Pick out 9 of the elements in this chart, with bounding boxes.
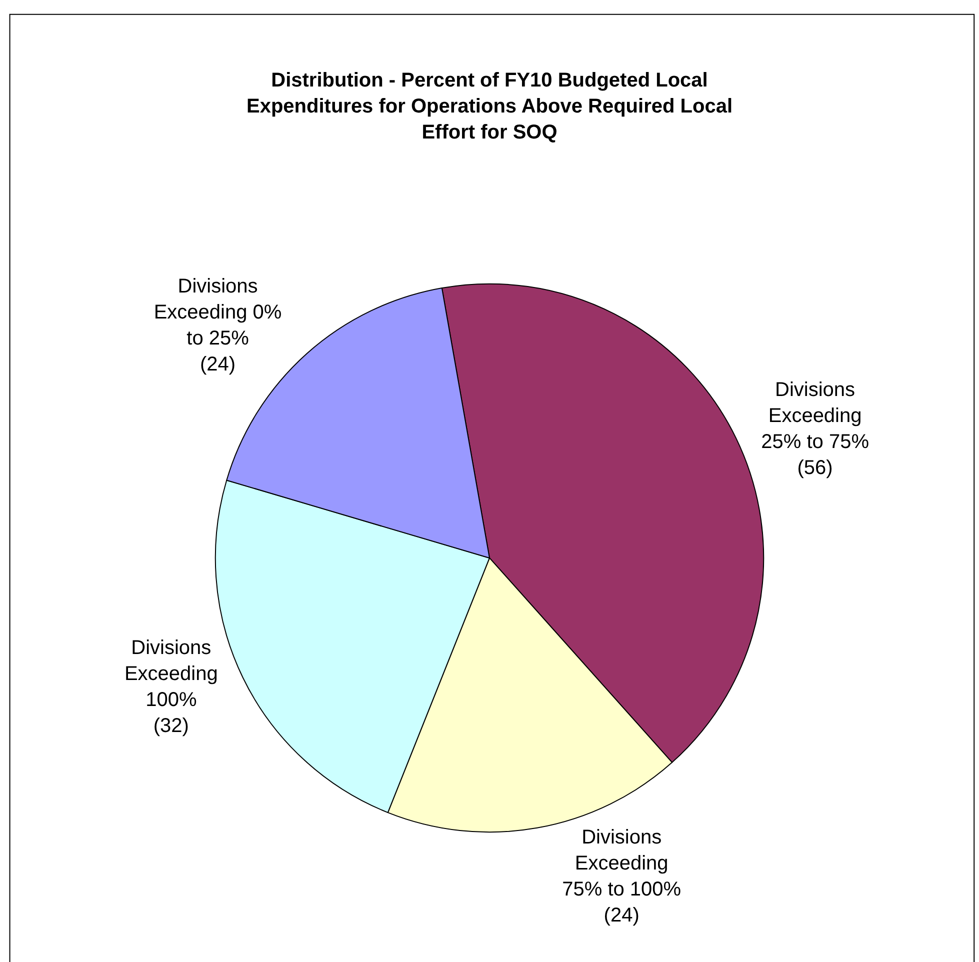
slice-label: Divisions Exceeding 0% to 25% — [154, 276, 282, 350]
data-label: (24) — [200, 354, 236, 376]
data-label: (24) — [604, 904, 640, 926]
data-label: (56) — [797, 456, 833, 479]
slice-label: Divisions Exceeding 75% to 100% — [562, 826, 682, 900]
chart-title: Distribution - Percent of FY10 Budgeted Local Expenditures for Operations Above Required Local Effort for SOQ — [246, 70, 733, 144]
slice-label: Divisions Exceeding 25% to 75% — [761, 378, 870, 453]
slice-label: Divisions Exceeding 100% — [124, 637, 218, 712]
data-label: (32) — [153, 715, 189, 738]
